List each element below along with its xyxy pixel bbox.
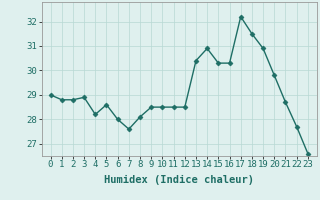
- X-axis label: Humidex (Indice chaleur): Humidex (Indice chaleur): [104, 175, 254, 185]
